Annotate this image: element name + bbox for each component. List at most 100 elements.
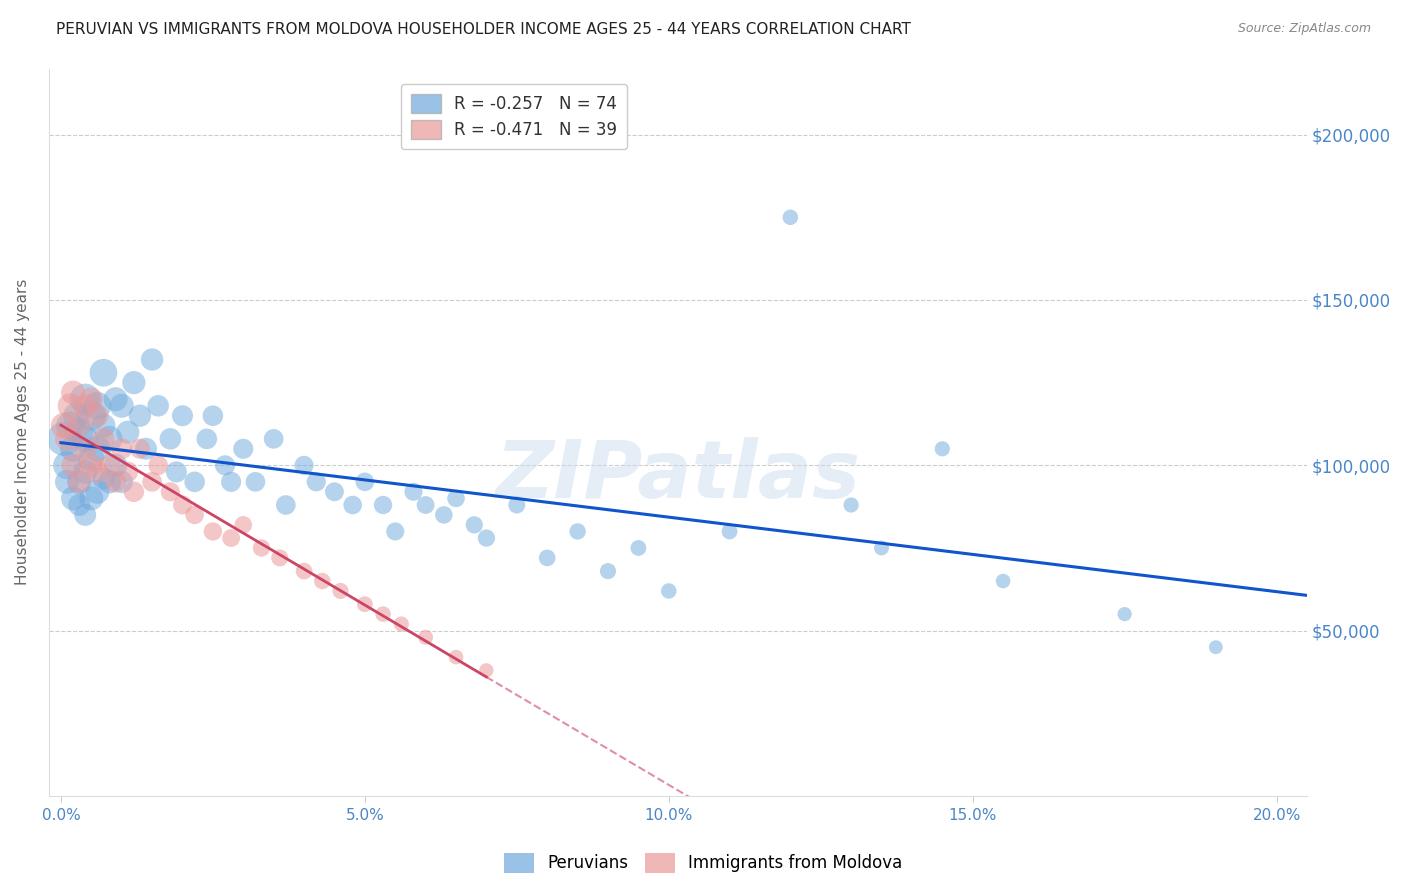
Point [75,399,97,413]
Point [135,442,157,456]
Point [86,442,108,456]
Point [122,376,145,390]
Y-axis label: Householder Income Ages 25 - 44 years: Householder Income Ages 25 - 44 years [15,279,30,585]
Point [111,399,134,413]
Point [305,475,328,489]
Point [56,432,79,446]
Point [311,574,333,588]
Point [627,541,650,555]
Point [219,475,242,489]
Point [141,475,163,489]
Point [93,432,115,446]
Point [98,475,121,489]
Point [59,418,82,433]
Point [129,409,152,423]
Point [111,475,134,489]
Point [86,484,108,499]
Point [159,432,181,446]
Text: Source: ZipAtlas.com: Source: ZipAtlas.com [1237,22,1371,36]
Text: PERUVIAN VS IMMIGRANTS FROM MOLDOVA HOUSEHOLDER INCOME AGES 25 - 44 YEARS CORREL: PERUVIAN VS IMMIGRANTS FROM MOLDOVA HOUS… [56,22,911,37]
Point [415,630,437,644]
Point [444,491,467,506]
Point [371,498,394,512]
Legend: R = -0.257   N = 74, R = -0.471   N = 39: R = -0.257 N = 74, R = -0.471 N = 39 [401,84,627,149]
Point [67,418,90,433]
Point [111,442,134,456]
Point [1114,607,1136,621]
Point [93,471,115,485]
Point [67,425,90,440]
Point [506,498,529,512]
Point [183,475,205,489]
Point [269,550,291,565]
Point [62,458,84,473]
Point [98,432,121,446]
Point [329,584,352,599]
Point [219,531,242,545]
Point [183,508,205,522]
Point [232,442,254,456]
Point [292,564,315,578]
Point [80,392,103,407]
Point [323,484,346,499]
Legend: Peruvians, Immigrants from Moldova: Peruvians, Immigrants from Moldova [498,847,908,880]
Point [75,465,97,479]
Point [433,508,456,522]
Point [536,550,558,565]
Point [214,458,236,473]
Point [165,465,187,479]
Point [62,491,84,506]
Point [201,409,224,423]
Point [870,541,893,555]
Point [80,451,103,466]
Point [59,399,82,413]
Point [56,475,79,489]
Point [463,517,485,532]
Point [779,211,801,225]
Point [117,465,139,479]
Point [475,663,498,677]
Point [75,432,97,446]
Point [104,392,127,407]
Point [250,541,273,555]
Point [122,484,145,499]
Point [75,442,97,456]
Point [475,531,498,545]
Point [67,498,90,512]
Point [62,385,84,400]
Point [141,352,163,367]
Point [62,442,84,456]
Point [159,484,181,499]
Point [245,475,267,489]
Point [389,617,412,632]
Point [56,458,79,473]
Point [129,442,152,456]
Point [67,475,90,489]
Point [415,498,437,512]
Point [75,392,97,407]
Point [172,409,194,423]
Point [342,498,364,512]
Point [146,399,169,413]
Point [93,366,115,380]
Point [1205,640,1227,655]
Point [232,517,254,532]
Point [67,475,90,489]
Point [384,524,406,539]
Point [931,442,953,456]
Point [80,491,103,506]
Point [991,574,1014,588]
Point [658,584,681,599]
Point [292,458,315,473]
Point [104,475,127,489]
Point [80,409,103,423]
Point [444,650,467,665]
Point [201,524,224,539]
Point [98,458,121,473]
Point [596,564,619,578]
Point [104,458,127,473]
Point [274,498,297,512]
Point [402,484,425,499]
Point [93,418,115,433]
Text: ZIPatlas: ZIPatlas [495,437,860,515]
